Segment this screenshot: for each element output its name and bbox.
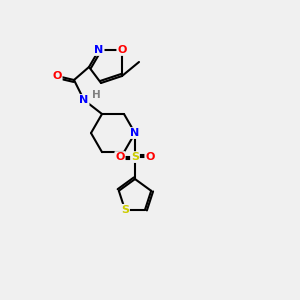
Text: H: H xyxy=(92,90,100,100)
Text: O: O xyxy=(52,71,62,81)
Text: N: N xyxy=(80,95,88,105)
Text: O: O xyxy=(117,45,127,55)
Text: N: N xyxy=(94,45,103,55)
Text: N: N xyxy=(130,128,140,138)
Text: O: O xyxy=(145,152,155,162)
Text: S: S xyxy=(131,152,139,162)
Text: S: S xyxy=(121,205,129,215)
Text: O: O xyxy=(115,152,125,162)
